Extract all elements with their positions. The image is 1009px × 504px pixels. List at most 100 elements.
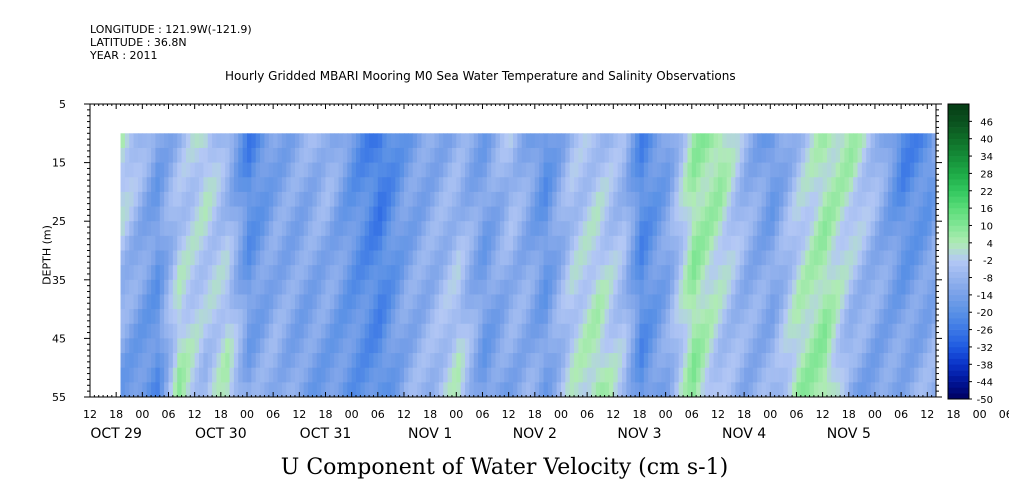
heatmap-cell [342, 162, 348, 178]
heatmap-cell [687, 250, 693, 266]
heatmap-cell [451, 235, 457, 251]
heatmap-cell [369, 147, 374, 163]
heatmap-cell [927, 177, 933, 193]
heatmap-cell [918, 265, 924, 281]
heatmap-cell [739, 323, 745, 339]
heatmap-cell [185, 265, 191, 281]
heatmap-cell [761, 250, 767, 266]
heatmap-cell [565, 206, 571, 222]
heatmap-cell [238, 221, 244, 237]
heatmap-cell [177, 177, 182, 193]
heatmap-cell [246, 191, 252, 207]
heatmap-cell [469, 177, 475, 193]
heatmap-cell [787, 177, 793, 193]
heatmap-cell [495, 177, 501, 193]
x-hour-label: 12 [83, 408, 97, 421]
colorbar-label: -26 [977, 326, 993, 337]
heatmap-cell [360, 279, 366, 295]
heatmap-cell [164, 382, 169, 398]
heatmap-cell [861, 309, 867, 325]
heatmap-cell [486, 338, 492, 354]
heatmap-cell [124, 279, 130, 295]
heatmap-cell [329, 191, 335, 207]
heatmap-cell [517, 133, 523, 149]
heatmap-cell [207, 309, 213, 325]
heatmap-cell [857, 235, 863, 251]
heatmap-cell [840, 309, 845, 325]
heatmap-cell [177, 353, 182, 369]
heatmap-cell [216, 338, 222, 354]
heatmap-cell [526, 367, 531, 383]
x-hour-label: 18 [214, 408, 228, 421]
heatmap-cell [181, 294, 187, 310]
heatmap-cell [622, 206, 627, 222]
heatmap-cell [334, 309, 339, 325]
heatmap-cell [495, 191, 501, 207]
heatmap-cell [787, 323, 793, 339]
heatmap-cell [691, 206, 697, 222]
heatmap-cell [726, 147, 732, 163]
heatmap-cell [499, 206, 505, 222]
heatmap-cell [787, 279, 793, 295]
heatmap-cell [748, 133, 754, 149]
heatmap-cell [212, 309, 217, 325]
heatmap-cell [927, 294, 933, 310]
heatmap-cell [866, 382, 871, 398]
heatmap-cell [744, 191, 749, 207]
heatmap-cell [761, 265, 767, 281]
x-hour-label: 18 [632, 408, 646, 421]
heatmap-cell [700, 323, 706, 339]
heatmap-cell [931, 309, 937, 325]
heatmap-cell [861, 323, 867, 339]
heatmap-cell [486, 279, 492, 295]
heatmap-cell [386, 367, 392, 383]
heatmap-cell [888, 177, 893, 193]
heatmap-cell [225, 147, 230, 163]
heatmap-cell [635, 147, 640, 163]
heatmap-cell [565, 382, 571, 398]
heatmap-cell [434, 338, 440, 354]
heatmap-cell [181, 162, 187, 178]
heatmap-cell [473, 235, 479, 251]
heatmap-cell [901, 353, 906, 369]
heatmap-cell [369, 162, 374, 178]
heatmap-cell [408, 133, 414, 149]
heatmap-cell [539, 133, 544, 149]
heatmap-cell [678, 133, 684, 149]
heatmap-cell [779, 353, 784, 369]
heatmap-cell [508, 235, 514, 251]
heatmap-cell [560, 323, 566, 339]
heatmap-cell [351, 294, 357, 310]
heatmap-cell [674, 147, 680, 163]
heatmap-cell [704, 382, 710, 398]
heatmap-cell [264, 162, 270, 178]
heatmap-cell [696, 235, 701, 251]
heatmap-cell [351, 367, 357, 383]
heatmap-cell [565, 147, 571, 163]
heatmap-cell [752, 353, 758, 369]
heatmap-cell [674, 221, 680, 237]
colorbar-swatch [948, 202, 969, 209]
heatmap-cell [530, 235, 536, 251]
heatmap-cell [770, 133, 776, 149]
heatmap-cell [482, 206, 488, 222]
heatmap-cell [142, 265, 148, 281]
x-hour-label: 00 [449, 408, 463, 421]
heatmap-cell [478, 265, 483, 281]
heatmap-cell [595, 206, 601, 222]
heatmap-cell [521, 177, 527, 193]
heatmap-cell [722, 221, 728, 237]
heatmap-cell [312, 338, 318, 354]
heatmap-cell [552, 309, 558, 325]
heatmap-cell [465, 353, 470, 369]
heatmap-cell [412, 133, 418, 149]
heatmap-cell [848, 235, 854, 251]
heatmap-cell [582, 206, 588, 222]
heatmap-cell [321, 323, 326, 339]
heatmap-cell [565, 323, 571, 339]
heatmap-cell [495, 353, 501, 369]
heatmap-cell [552, 265, 558, 281]
heatmap-cell [233, 191, 239, 207]
heatmap-cell [347, 133, 353, 149]
y-tick-label: 5 [59, 98, 66, 111]
